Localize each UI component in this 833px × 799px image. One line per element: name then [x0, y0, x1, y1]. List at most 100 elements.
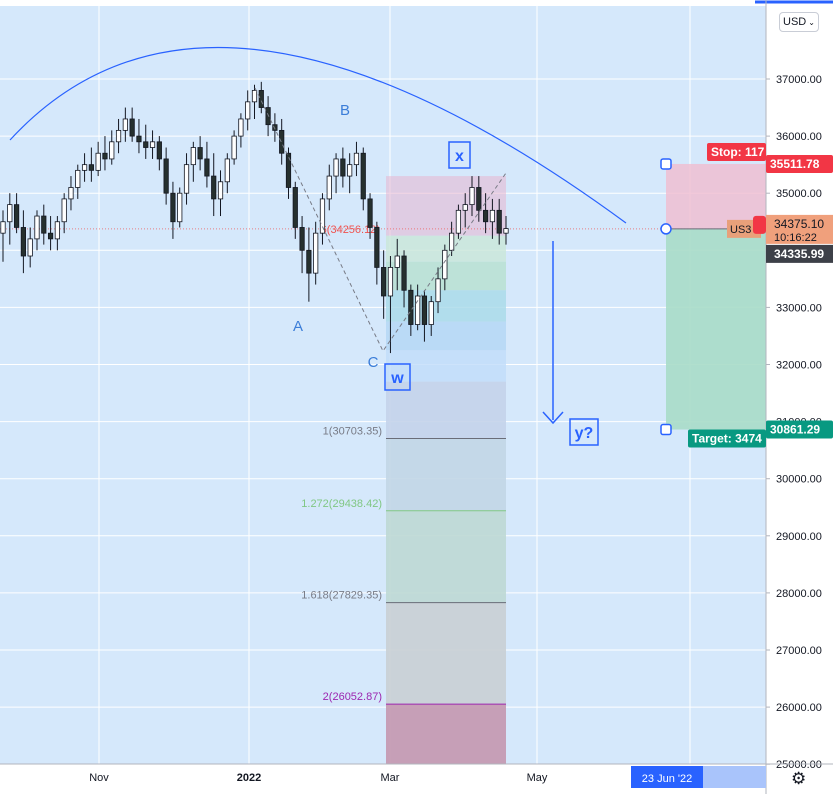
arc-curve[interactable]: [9, 46, 627, 224]
wave-box[interactable]: [384, 363, 411, 391]
candle-down: [129, 118, 135, 137]
wave-box-label: x: [455, 148, 464, 165]
date-highlight-label: 23 Jun '22: [642, 773, 692, 785]
candle-up: [387, 267, 394, 297]
y-tick-label: 35000.00: [776, 188, 822, 200]
candle-up: [7, 204, 13, 223]
candle-down: [496, 209, 502, 234]
candle-down: [211, 175, 217, 200]
target-price-label-bg: [766, 420, 833, 439]
candle-down: [483, 209, 489, 223]
candle-down: [374, 227, 380, 268]
fib-level-label: 1(30703.35): [323, 426, 382, 438]
date-range-highlight: [703, 766, 766, 788]
candle-down: [163, 158, 169, 194]
candle-up: [231, 135, 237, 160]
candle-down: [20, 227, 26, 257]
wave-box-label: w: [390, 370, 404, 387]
chevron-down-icon: ⌄: [808, 17, 815, 27]
symbol-tag-bg: [727, 219, 761, 238]
candle-down: [381, 267, 387, 297]
candle-up: [183, 164, 190, 194]
candle-up: [109, 141, 115, 160]
target-tag: Target: 3474: [692, 432, 762, 446]
candle-down: [306, 249, 312, 274]
symbol-tag: US3: [730, 224, 751, 236]
current-price-bg: [766, 214, 833, 244]
price-axis-background: [766, 0, 833, 764]
current-price-label: 34375.10: [774, 217, 824, 231]
candle-down: [170, 192, 176, 223]
stop-price-label: 35511.78: [770, 157, 820, 171]
candlestick-series: [0, 81, 509, 354]
candle-down: [401, 255, 407, 291]
short-position-tool[interactable]: [660, 158, 766, 436]
position-handle[interactable]: [660, 423, 672, 436]
candle-down: [367, 198, 373, 228]
fibonacci-extension: 1(30703.35) 1.272(29438.42) 1.618(27829.35…: [0, 176, 766, 764]
date-highlight-box: [631, 766, 703, 788]
candle-down: [299, 227, 305, 251]
candle-down: [476, 187, 482, 211]
candle-up: [190, 147, 196, 166]
fib-band: [386, 290, 506, 322]
top-border: [0, 0, 766, 6]
candle-up: [0, 221, 6, 234]
candle-up: [469, 187, 475, 206]
candle-up: [224, 158, 230, 183]
wave-box[interactable]: [448, 141, 471, 169]
y-tick-label: 26000.00: [776, 702, 822, 714]
candle-up: [313, 232, 319, 274]
wave-label-b: B: [340, 102, 350, 119]
candle-down: [197, 147, 203, 160]
currency-selector[interactable]: USD ⌄: [779, 12, 819, 32]
currency-label: USD: [783, 16, 807, 28]
y-tick-label: 28000.00: [776, 588, 822, 600]
position-handle[interactable]: [660, 158, 672, 170]
down-arrow-head[interactable]: [542, 411, 564, 425]
candle-up: [27, 238, 33, 257]
candle-down: [41, 215, 47, 234]
candle-up: [435, 278, 441, 303]
candle-up: [34, 215, 40, 240]
drawings[interactable]: A B Cw x y?: [9, 46, 627, 446]
candle-up: [122, 118, 128, 131]
candle-down: [102, 152, 108, 160]
fib-level-label: 1.618(27829.35): [301, 590, 382, 602]
wave-label-c: C: [368, 354, 379, 371]
candle-up: [217, 181, 224, 200]
x-tick-label: 2022: [237, 772, 261, 784]
candle-up: [319, 198, 326, 234]
y-tick-label: 29000.00: [776, 531, 822, 543]
candle-down: [340, 158, 346, 177]
candle-down: [408, 289, 414, 325]
target-price-label: 30861.29: [770, 423, 820, 437]
fib-level-label: 2(26052.87): [323, 691, 382, 703]
gear-icon[interactable]: ⚙: [791, 769, 807, 788]
position-entry-handle[interactable]: [660, 223, 672, 235]
candle-up: [455, 209, 462, 234]
target-zone: [666, 228, 766, 430]
y-tick-label: 32000.00: [776, 360, 822, 372]
candle-up: [54, 221, 60, 240]
fib-band: [386, 176, 506, 236]
candle-up: [489, 209, 496, 223]
candle-up: [503, 228, 509, 234]
candle-up: [394, 255, 400, 268]
wave-box[interactable]: [569, 418, 599, 446]
alert-marker: [753, 215, 766, 234]
candle-up: [462, 204, 468, 211]
price-labels: Stop: 117 Target: 3474 35511.78 30861.29 US3…: [688, 142, 833, 448]
candle-up: [95, 152, 101, 171]
abc-dashed-line[interactable]: [254, 87, 507, 352]
fib-band: [386, 704, 506, 764]
last-price-bg: [766, 244, 833, 263]
candle-up: [245, 101, 251, 120]
fib-band: [386, 321, 506, 351]
stop-price-label-bg: [766, 154, 833, 173]
candle-down: [279, 129, 285, 154]
countdown-label: 10:16:22: [774, 232, 817, 244]
fib-band: [386, 381, 506, 439]
